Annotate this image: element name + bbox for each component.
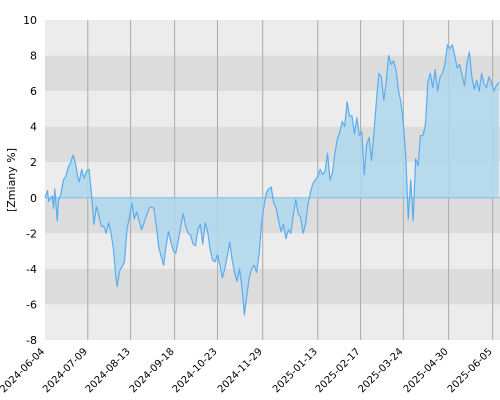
grid-band bbox=[45, 268, 500, 305]
grid-band bbox=[45, 91, 500, 127]
x-tick-label: 2025-01-13 bbox=[271, 346, 320, 395]
x-tick-label: 2024-11-29 bbox=[216, 346, 265, 395]
grid-band bbox=[45, 304, 500, 340]
x-tick-label: 2024-09-18 bbox=[128, 346, 177, 395]
x-tick-label: 2024-07-09 bbox=[41, 346, 90, 395]
y-tick-label: -2 bbox=[26, 227, 37, 240]
y-tick-label: 6 bbox=[30, 85, 37, 98]
x-tick-label: 2025-06-05 bbox=[446, 346, 495, 395]
y-tick-label: 0 bbox=[30, 192, 37, 205]
y-tick-label: 10 bbox=[23, 14, 37, 27]
grid-band bbox=[45, 20, 500, 56]
y-tick-label: 8 bbox=[30, 50, 37, 63]
x-tick-label: 2025-02-17 bbox=[314, 346, 363, 395]
x-tick-label: 2024-08-13 bbox=[84, 346, 133, 395]
x-tick-label: 2024-10-23 bbox=[171, 346, 220, 395]
x-tick-label: 2024-06-04 bbox=[0, 346, 47, 395]
grid-band bbox=[45, 55, 500, 92]
series-area-fill bbox=[45, 44, 499, 316]
x-tick-labels: 2024-06-042024-07-092024-08-132024-09-18… bbox=[0, 346, 495, 395]
y-axis-label: [Zmiany %] bbox=[5, 148, 18, 212]
y-tick-label: -8 bbox=[26, 334, 37, 347]
series-line bbox=[44, 44, 500, 316]
y-tick-label: 4 bbox=[30, 121, 37, 134]
y-tick-label: 2 bbox=[30, 156, 37, 169]
y-tick-label: -6 bbox=[26, 298, 37, 311]
x-tick-label: 2025-03-24 bbox=[357, 346, 406, 395]
x-tick-label: 2025-04-30 bbox=[402, 346, 451, 395]
y-tick-label: -4 bbox=[26, 263, 37, 276]
y-tick-labels: 10 8 6 4 2 0 -2 -4 -6 -8 bbox=[23, 14, 37, 347]
